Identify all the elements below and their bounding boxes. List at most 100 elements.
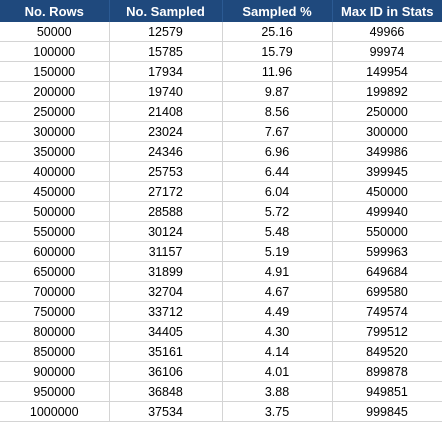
table-row: 500000 28588 5.72 499940: [0, 201, 442, 222]
cell-sampled-percent[interactable]: 7.67: [222, 121, 333, 142]
cell-max-id[interactable]: 849520: [332, 341, 442, 362]
cell-sampled-percent[interactable]: 9.87: [222, 81, 333, 102]
cell-sampled-percent[interactable]: 5.72: [222, 201, 333, 222]
cell-sampled-percent[interactable]: 8.56: [222, 101, 333, 122]
cell-no-rows[interactable]: 150000: [0, 61, 110, 82]
table-body: 50000 12579 25.16 49966 100000 15785 15.…: [0, 22, 442, 422]
table-row: 150000 17934 11.96 149954: [0, 61, 442, 82]
cell-no-sampled[interactable]: 15785: [109, 41, 223, 62]
cell-max-id[interactable]: 149954: [332, 61, 442, 82]
cell-max-id[interactable]: 599963: [332, 241, 442, 262]
cell-max-id[interactable]: 749574: [332, 301, 442, 322]
table-row: 100000 15785 15.79 99974: [0, 41, 442, 62]
cell-no-sampled[interactable]: 21408: [109, 101, 223, 122]
cell-no-sampled[interactable]: 27172: [109, 181, 223, 202]
cell-no-rows[interactable]: 200000: [0, 81, 110, 102]
header-max-id-in-stats[interactable]: Max ID in Stats: [332, 0, 442, 22]
cell-sampled-percent[interactable]: 4.91: [222, 261, 333, 282]
cell-max-id[interactable]: 250000: [332, 101, 442, 122]
cell-no-rows[interactable]: 800000: [0, 321, 110, 342]
cell-sampled-percent[interactable]: 3.88: [222, 381, 333, 402]
cell-sampled-percent[interactable]: 6.96: [222, 141, 333, 162]
cell-max-id[interactable]: 49966: [332, 22, 442, 42]
cell-no-sampled[interactable]: 23024: [109, 121, 223, 142]
cell-no-rows[interactable]: 300000: [0, 121, 110, 142]
cell-sampled-percent[interactable]: 6.04: [222, 181, 333, 202]
cell-no-rows[interactable]: 50000: [0, 22, 110, 42]
header-sampled-percent[interactable]: Sampled %: [222, 0, 333, 22]
cell-no-rows[interactable]: 100000: [0, 41, 110, 62]
header-no-sampled[interactable]: No. Sampled: [109, 0, 223, 22]
cell-no-sampled[interactable]: 32704: [109, 281, 223, 302]
cell-no-rows[interactable]: 450000: [0, 181, 110, 202]
cell-no-sampled[interactable]: 37534: [109, 401, 223, 422]
cell-max-id[interactable]: 399945: [332, 161, 442, 182]
cell-no-sampled[interactable]: 17934: [109, 61, 223, 82]
cell-max-id[interactable]: 699580: [332, 281, 442, 302]
cell-no-sampled[interactable]: 34405: [109, 321, 223, 342]
cell-sampled-percent[interactable]: 6.44: [222, 161, 333, 182]
cell-no-rows[interactable]: 500000: [0, 201, 110, 222]
cell-no-rows[interactable]: 950000: [0, 381, 110, 402]
cell-no-rows[interactable]: 1000000: [0, 401, 110, 422]
cell-no-rows[interactable]: 900000: [0, 361, 110, 382]
cell-max-id[interactable]: 899878: [332, 361, 442, 382]
cell-no-rows[interactable]: 600000: [0, 241, 110, 262]
table-row: 800000 34405 4.30 799512: [0, 321, 442, 342]
cell-sampled-percent[interactable]: 15.79: [222, 41, 333, 62]
table-row: 350000 24346 6.96 349986: [0, 141, 442, 162]
table-header: No. Rows No. Sampled Sampled % Max ID in…: [0, 0, 442, 22]
cell-no-sampled[interactable]: 30124: [109, 221, 223, 242]
cell-no-rows[interactable]: 350000: [0, 141, 110, 162]
cell-sampled-percent[interactable]: 25.16: [222, 22, 333, 42]
cell-no-sampled[interactable]: 31899: [109, 261, 223, 282]
cell-max-id[interactable]: 949851: [332, 381, 442, 402]
cell-max-id[interactable]: 999845: [332, 401, 442, 422]
cell-max-id[interactable]: 649684: [332, 261, 442, 282]
cell-no-rows[interactable]: 550000: [0, 221, 110, 242]
table-row: 900000 36106 4.01 899878: [0, 361, 442, 382]
cell-max-id[interactable]: 450000: [332, 181, 442, 202]
cell-max-id[interactable]: 300000: [332, 121, 442, 142]
table-row: 950000 36848 3.88 949851: [0, 381, 442, 402]
cell-sampled-percent[interactable]: 4.49: [222, 301, 333, 322]
cell-no-sampled[interactable]: 24346: [109, 141, 223, 162]
cell-no-sampled[interactable]: 36106: [109, 361, 223, 382]
cell-sampled-percent[interactable]: 4.30: [222, 321, 333, 342]
cell-no-sampled[interactable]: 19740: [109, 81, 223, 102]
cell-no-sampled[interactable]: 25753: [109, 161, 223, 182]
cell-no-sampled[interactable]: 36848: [109, 381, 223, 402]
cell-no-sampled[interactable]: 12579: [109, 22, 223, 42]
table-row: 550000 30124 5.48 550000: [0, 221, 442, 242]
cell-no-rows[interactable]: 400000: [0, 161, 110, 182]
cell-sampled-percent[interactable]: 5.48: [222, 221, 333, 242]
cell-max-id[interactable]: 799512: [332, 321, 442, 342]
cell-no-rows[interactable]: 700000: [0, 281, 110, 302]
cell-no-sampled[interactable]: 35161: [109, 341, 223, 362]
cell-no-sampled[interactable]: 33712: [109, 301, 223, 322]
cell-no-sampled[interactable]: 31157: [109, 241, 223, 262]
cell-max-id[interactable]: 199892: [332, 81, 442, 102]
cell-max-id[interactable]: 550000: [332, 221, 442, 242]
cell-sampled-percent[interactable]: 4.67: [222, 281, 333, 302]
cell-no-rows[interactable]: 650000: [0, 261, 110, 282]
cell-no-rows[interactable]: 250000: [0, 101, 110, 122]
table-row: 600000 31157 5.19 599963: [0, 241, 442, 262]
cell-sampled-percent[interactable]: 11.96: [222, 61, 333, 82]
table-row: 750000 33712 4.49 749574: [0, 301, 442, 322]
header-no-rows[interactable]: No. Rows: [0, 0, 110, 22]
cell-no-sampled[interactable]: 28588: [109, 201, 223, 222]
cell-max-id[interactable]: 499940: [332, 201, 442, 222]
cell-no-rows[interactable]: 850000: [0, 341, 110, 362]
cell-max-id[interactable]: 349986: [332, 141, 442, 162]
cell-sampled-percent[interactable]: 5.19: [222, 241, 333, 262]
cell-sampled-percent[interactable]: 4.01: [222, 361, 333, 382]
cell-sampled-percent[interactable]: 3.75: [222, 401, 333, 422]
cell-sampled-percent[interactable]: 4.14: [222, 341, 333, 362]
table-row: 450000 27172 6.04 450000: [0, 181, 442, 202]
cell-no-rows[interactable]: 750000: [0, 301, 110, 322]
table-row: 300000 23024 7.67 300000: [0, 121, 442, 142]
table-row: 650000 31899 4.91 649684: [0, 261, 442, 282]
cell-max-id[interactable]: 99974: [332, 41, 442, 62]
